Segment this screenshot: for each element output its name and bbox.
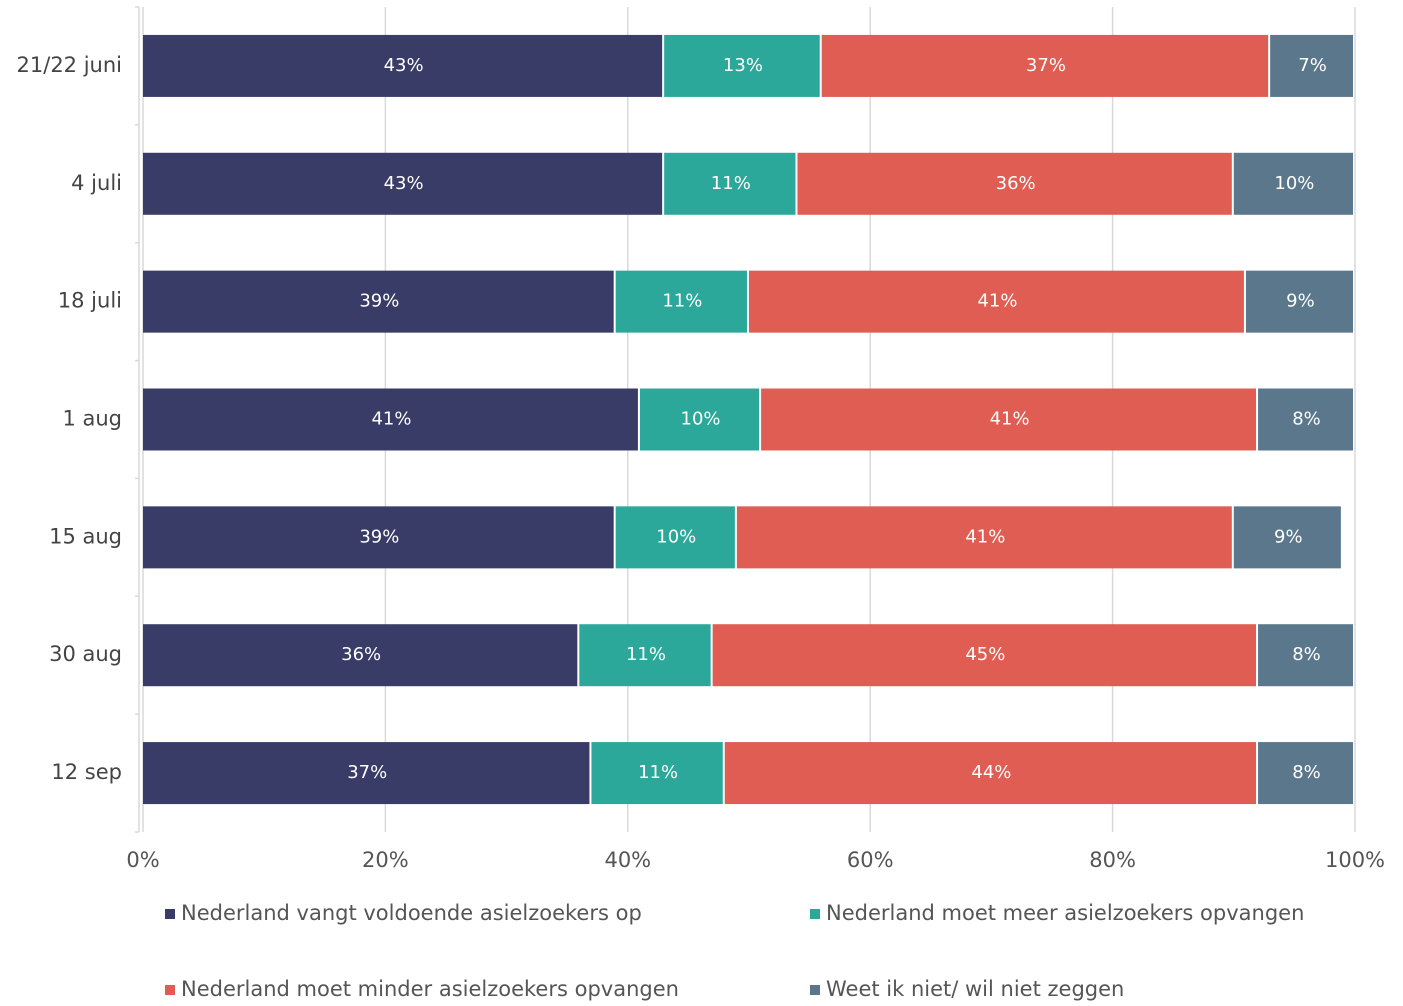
value-label: 37% xyxy=(1026,55,1066,76)
bar-segment xyxy=(591,742,723,805)
bar-segment xyxy=(1245,270,1353,333)
value-label: 36% xyxy=(996,173,1036,194)
bar-segment xyxy=(615,270,747,333)
x-tick-label: 20% xyxy=(362,848,409,872)
bar-segment xyxy=(143,34,663,97)
value-label: 43% xyxy=(384,55,424,76)
value-label: 39% xyxy=(359,291,399,312)
y-tick-label: 1 aug xyxy=(62,407,122,431)
value-label: 45% xyxy=(965,644,1005,665)
bar-segment xyxy=(143,624,578,687)
y-tick-label: 4 juli xyxy=(71,171,122,195)
bar-segment xyxy=(724,742,1257,805)
legend-swatch xyxy=(810,985,820,995)
value-label: 8% xyxy=(1292,644,1321,665)
value-label: 11% xyxy=(638,762,678,783)
bar-segment xyxy=(579,624,711,687)
legend-swatch xyxy=(165,909,175,919)
bar-segment xyxy=(797,152,1232,215)
x-tick-label: 80% xyxy=(1089,848,1136,872)
bar-segment xyxy=(1270,34,1353,97)
bar-segment xyxy=(143,388,638,451)
bar-segment xyxy=(143,506,614,569)
bar-segment xyxy=(736,506,1232,569)
value-label: 41% xyxy=(965,526,1005,547)
value-label: 11% xyxy=(626,644,666,665)
bar-segment xyxy=(664,152,796,215)
y-tick-label: 12 sep xyxy=(51,760,122,784)
value-label: 9% xyxy=(1274,526,1303,547)
bar-segment xyxy=(1233,152,1353,215)
x-tick-label: 0% xyxy=(126,848,159,872)
x-tick-label: 100% xyxy=(1325,848,1385,872)
value-label: 41% xyxy=(371,409,411,430)
x-tick-label: 60% xyxy=(847,848,894,872)
y-tick-label: 30 aug xyxy=(49,642,122,666)
legend-swatch xyxy=(165,985,175,995)
value-label: 9% xyxy=(1286,291,1315,312)
bar-segment xyxy=(615,506,735,569)
value-label: 44% xyxy=(971,762,1011,783)
bar-segment xyxy=(639,388,760,451)
value-label: 8% xyxy=(1292,762,1321,783)
bar-segment xyxy=(143,270,614,333)
value-label: 43% xyxy=(384,173,424,194)
bar-segment xyxy=(821,34,1269,97)
bar-segment xyxy=(1258,742,1353,805)
value-label: 13% xyxy=(723,55,763,76)
bar-segment xyxy=(749,270,1244,333)
value-label: 11% xyxy=(711,173,751,194)
legend-swatch xyxy=(810,909,820,919)
bar-segment xyxy=(1258,388,1353,451)
bar-segment xyxy=(1233,506,1341,569)
value-label: 36% xyxy=(341,644,381,665)
legend-label: Nederland vangt voldoende asielzoekers o… xyxy=(181,901,642,925)
y-tick-label: 15 aug xyxy=(49,524,122,548)
bar-segment xyxy=(761,388,1257,451)
value-label: 10% xyxy=(1274,173,1314,194)
legend-label: Weet ik niet/ wil niet zeggen xyxy=(826,977,1124,1001)
legend-label: Nederland moet meer asielzoekers opvange… xyxy=(826,901,1304,925)
y-tick-label: 21/22 juni xyxy=(17,53,122,77)
value-label: 39% xyxy=(359,526,399,547)
value-label: 37% xyxy=(347,762,387,783)
bar-segment xyxy=(1258,624,1353,687)
bar-segment xyxy=(664,34,820,97)
value-label: 10% xyxy=(656,526,696,547)
value-label: 10% xyxy=(681,409,721,430)
value-label: 41% xyxy=(977,291,1017,312)
value-label: 7% xyxy=(1298,55,1327,76)
bar-segment xyxy=(143,742,590,805)
value-label: 11% xyxy=(662,291,702,312)
legend-label: Nederland moet minder asielzoekers opvan… xyxy=(181,977,679,1001)
bar-segment xyxy=(712,624,1257,687)
value-label: 8% xyxy=(1292,409,1321,430)
bar-segment xyxy=(143,152,663,215)
y-tick-label: 18 juli xyxy=(58,289,122,313)
x-tick-label: 40% xyxy=(604,848,651,872)
value-label: 41% xyxy=(990,409,1030,430)
